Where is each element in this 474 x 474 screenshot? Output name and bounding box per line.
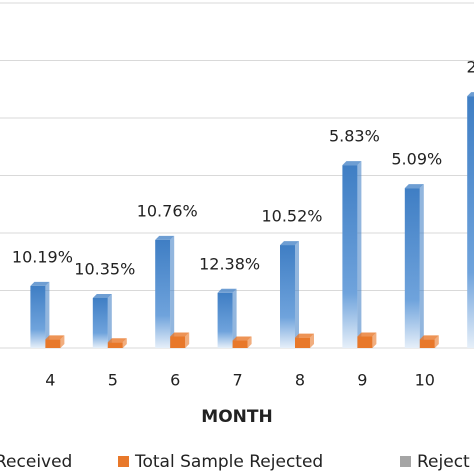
bar-front bbox=[357, 336, 373, 348]
bar-top bbox=[419, 335, 439, 340]
bar-front bbox=[280, 245, 295, 348]
bar bbox=[467, 92, 474, 349]
bar-side bbox=[107, 293, 112, 348]
data-label: 10.19% bbox=[12, 247, 73, 266]
bar-front bbox=[92, 297, 108, 348]
data-label: 10.76% bbox=[137, 201, 198, 220]
data-label: 5.83% bbox=[329, 127, 380, 146]
bar-side bbox=[295, 241, 299, 348]
bar-top bbox=[404, 184, 424, 189]
x-tick-label: 5 bbox=[108, 371, 118, 390]
data-label: 12.38% bbox=[199, 254, 260, 273]
legend-swatch bbox=[118, 456, 129, 467]
bar-front bbox=[419, 339, 435, 348]
bar-top bbox=[155, 235, 175, 240]
bar-front bbox=[217, 292, 233, 348]
bar-top bbox=[92, 293, 112, 298]
bar bbox=[404, 184, 424, 348]
data-label: 2.8 bbox=[466, 58, 474, 77]
bar bbox=[107, 338, 127, 348]
bar-top bbox=[295, 333, 314, 338]
bar-front bbox=[30, 285, 46, 348]
x-tick-label: 6 bbox=[170, 371, 180, 390]
bar-top bbox=[170, 332, 190, 337]
bar bbox=[217, 288, 237, 348]
bar bbox=[357, 332, 377, 348]
bar-side bbox=[310, 333, 314, 348]
bar-top bbox=[30, 281, 50, 286]
bar-front bbox=[170, 336, 186, 348]
bar-top bbox=[45, 335, 65, 340]
bar bbox=[155, 235, 175, 348]
data-label: 10.35% bbox=[74, 259, 135, 278]
bar-front bbox=[155, 239, 171, 348]
bar bbox=[280, 241, 299, 348]
bar-front bbox=[295, 337, 310, 348]
bar bbox=[232, 336, 252, 348]
legend-swatch bbox=[400, 456, 411, 467]
bar-side bbox=[247, 336, 252, 348]
bar-top bbox=[217, 288, 237, 293]
bar-top bbox=[357, 332, 377, 337]
bar-front bbox=[467, 96, 474, 349]
bar-side bbox=[170, 235, 175, 348]
bar-top bbox=[232, 336, 252, 341]
bar bbox=[170, 332, 190, 348]
x-tick-label: 7 bbox=[233, 371, 243, 390]
bar bbox=[30, 281, 50, 348]
bar-top bbox=[467, 92, 474, 97]
bar bbox=[45, 335, 65, 348]
bar-front bbox=[232, 340, 248, 348]
bar-side bbox=[357, 161, 362, 348]
bar-side bbox=[185, 332, 190, 348]
bar bbox=[295, 333, 314, 348]
bar-side bbox=[45, 281, 50, 348]
bar bbox=[419, 335, 439, 348]
legend-label: Reject bbox=[417, 452, 470, 472]
bar-side bbox=[372, 332, 377, 348]
bar-top bbox=[280, 241, 299, 246]
bar-top bbox=[107, 338, 127, 343]
x-tick-label: 4 bbox=[45, 371, 55, 390]
bar-front bbox=[342, 165, 358, 348]
bar-side bbox=[60, 335, 65, 348]
bar bbox=[92, 293, 112, 348]
bar-front bbox=[404, 188, 420, 348]
x-tick-label: 8 bbox=[295, 371, 305, 390]
bar-side bbox=[122, 338, 127, 348]
data-label: 10.52% bbox=[261, 207, 322, 226]
bar-side bbox=[419, 184, 424, 348]
legend-label: Received bbox=[0, 452, 72, 472]
bar-side bbox=[232, 288, 237, 348]
bar-front bbox=[45, 339, 61, 348]
bar-front bbox=[107, 342, 123, 348]
bar bbox=[342, 161, 362, 348]
legend-label: Total Sample Rejected bbox=[134, 452, 323, 472]
x-tick-label: 10 bbox=[415, 371, 435, 390]
data-label: 5.09% bbox=[391, 150, 442, 169]
bar-top bbox=[342, 161, 362, 166]
x-axis-title: MONTH bbox=[201, 407, 272, 427]
x-tick-label: 9 bbox=[357, 371, 367, 390]
bar-side bbox=[434, 335, 439, 348]
